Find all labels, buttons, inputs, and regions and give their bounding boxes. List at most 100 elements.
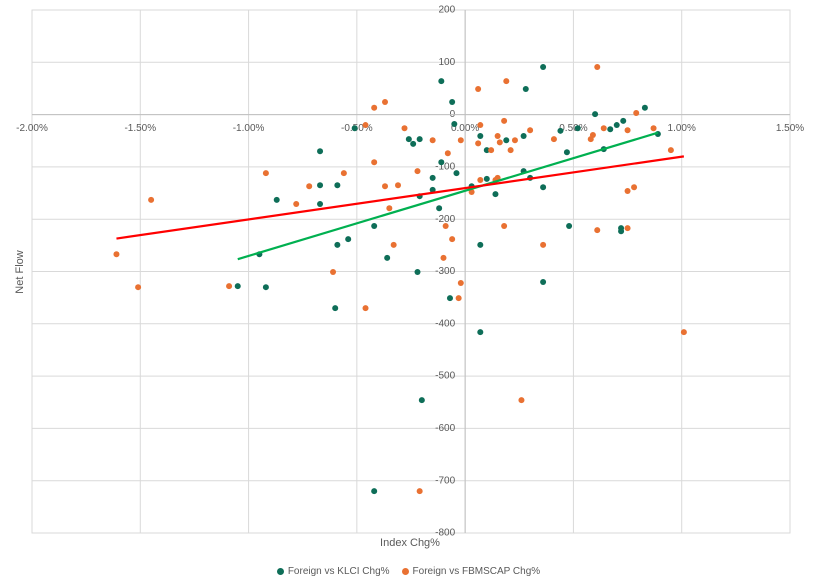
y-tick-label: -600 (435, 423, 455, 434)
point (507, 147, 514, 154)
trendline (237, 131, 659, 261)
y-axis-title: Net Flow (14, 250, 26, 293)
point (520, 133, 527, 140)
point (594, 227, 601, 234)
chart: Index Chg% Net Flow -2.00%-1.50%-1.00%-0… (14, 5, 804, 549)
point (501, 117, 508, 124)
legend-item: Foreign vs FBMSCAP Chg% (401, 566, 541, 577)
point (429, 186, 436, 193)
point (395, 182, 402, 189)
point (384, 254, 391, 261)
point (414, 269, 421, 276)
point (438, 78, 445, 85)
point (457, 137, 464, 144)
y-tick-label: -200 (435, 214, 455, 225)
point (641, 104, 648, 111)
point (563, 149, 570, 156)
point (477, 133, 484, 140)
point (446, 295, 453, 302)
point (492, 191, 499, 198)
point (382, 183, 389, 190)
point (540, 184, 547, 191)
point (438, 159, 445, 166)
point (468, 189, 475, 196)
point (113, 251, 120, 258)
legend-label: Foreign vs KLCI Chg% (287, 566, 390, 577)
point (587, 136, 594, 143)
point (444, 150, 451, 157)
y-tick-label: -300 (435, 266, 455, 277)
point (488, 147, 495, 154)
legend-label: Foreign vs FBMSCAP Chg% (412, 566, 541, 577)
point (416, 136, 423, 143)
legend-marker (276, 567, 284, 575)
x-tick-label: 0.50% (559, 123, 587, 134)
point (416, 488, 423, 495)
point (477, 329, 484, 336)
point (351, 125, 358, 132)
point (362, 122, 369, 129)
point (483, 175, 490, 182)
point (410, 140, 417, 147)
point (442, 222, 449, 229)
point (566, 222, 573, 229)
point (620, 117, 627, 124)
point (135, 284, 142, 291)
point (262, 284, 269, 291)
point (518, 397, 525, 404)
point (680, 329, 687, 336)
point (371, 488, 378, 495)
point (574, 125, 581, 132)
point (631, 184, 638, 191)
point (330, 269, 337, 276)
legend-item: Foreign vs KLCI Chg% (276, 566, 390, 577)
point (449, 236, 456, 243)
point (405, 136, 412, 143)
point (455, 295, 462, 302)
point (667, 147, 674, 154)
point (501, 222, 508, 229)
point (382, 99, 389, 106)
point (148, 196, 155, 203)
point (650, 125, 657, 132)
point (429, 174, 436, 181)
point (226, 283, 233, 290)
point (483, 147, 490, 154)
trendline (116, 155, 685, 240)
point (453, 170, 460, 177)
point (527, 127, 534, 134)
y-tick-label: -100 (435, 162, 455, 173)
point (540, 278, 547, 285)
point (334, 182, 341, 189)
point (332, 305, 339, 312)
x-axis-title: Index Chg% (380, 537, 440, 549)
point (624, 127, 631, 134)
legend-marker (401, 567, 409, 575)
point (613, 122, 620, 129)
point (317, 182, 324, 189)
point (540, 241, 547, 248)
point (451, 121, 458, 128)
point (457, 280, 464, 287)
point (273, 196, 280, 203)
y-tick-label: 200 (438, 5, 455, 16)
point (401, 125, 408, 132)
y-tick-label: -700 (435, 475, 455, 486)
x-tick-label: 1.50% (776, 123, 804, 134)
x-tick-label: 1.00% (668, 123, 696, 134)
point (594, 64, 601, 71)
point (418, 397, 425, 404)
point (624, 225, 631, 232)
point (429, 137, 436, 144)
point (592, 111, 599, 118)
point (607, 126, 614, 133)
point (477, 122, 484, 129)
y-tick-label: -400 (435, 318, 455, 329)
point (449, 99, 456, 106)
point (618, 228, 625, 235)
point (262, 170, 269, 177)
point (503, 137, 510, 144)
point (496, 139, 503, 146)
point (414, 168, 421, 175)
point (550, 136, 557, 143)
